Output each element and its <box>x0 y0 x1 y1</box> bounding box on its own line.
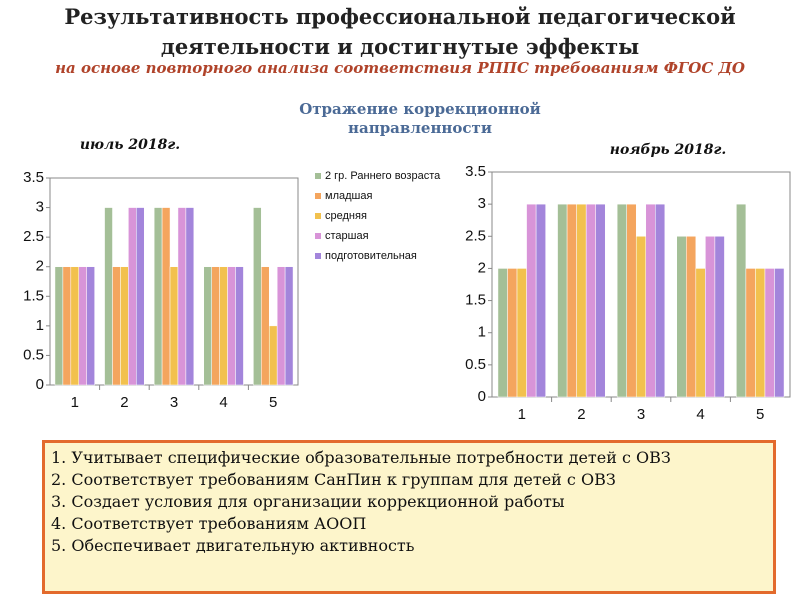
bar <box>261 266 270 386</box>
chart-title: июль 2018г. <box>80 137 180 153</box>
legend-label: младшая <box>325 190 372 202</box>
bar <box>507 268 518 398</box>
legend-label: средняя <box>325 210 367 222</box>
bar <box>86 266 95 386</box>
bar <box>169 266 179 386</box>
bar <box>78 266 87 386</box>
note-item: 5. Обеспечивает двигательную активность <box>51 536 415 555</box>
bar <box>112 266 121 386</box>
y-tick-label: 1.5 <box>465 292 486 309</box>
x-tick-label: 3 <box>170 394 178 411</box>
x-tick-label: 5 <box>269 394 277 411</box>
bar <box>585 203 596 398</box>
bar <box>185 207 195 386</box>
y-tick-label: 2.5 <box>23 228 44 245</box>
bar <box>676 236 687 398</box>
bar <box>128 207 137 386</box>
bar <box>120 266 129 386</box>
bar <box>714 236 725 398</box>
bar <box>177 207 187 386</box>
bar <box>755 268 766 398</box>
bar <box>695 268 706 398</box>
bar <box>686 236 697 398</box>
bar <box>595 203 606 398</box>
chart-title: ноябрь 2018г. <box>610 142 726 158</box>
bar <box>616 203 627 398</box>
bar <box>745 268 756 398</box>
y-tick-label: 0.5 <box>465 356 486 373</box>
y-tick-label: 3 <box>36 199 44 216</box>
bar <box>253 207 262 386</box>
x-tick-label: 5 <box>756 406 764 423</box>
section-title: Отражение коррекционной направленности <box>299 100 541 137</box>
legend-label: подготовительная <box>325 250 417 262</box>
bar <box>211 266 220 386</box>
bar <box>645 203 656 398</box>
x-tick-label: 3 <box>637 406 645 423</box>
bar <box>557 203 568 398</box>
bar <box>535 203 546 398</box>
x-tick-label: 1 <box>71 394 79 411</box>
bar <box>284 266 294 386</box>
bar <box>774 268 785 398</box>
bar <box>235 266 244 386</box>
y-tick-label: 1.5 <box>23 287 44 304</box>
y-tick-label: 0.5 <box>23 346 44 363</box>
slide-title: Результативность профессиональной педаго… <box>64 4 736 59</box>
bar <box>736 203 747 398</box>
notes-box: 1. Учитывает специфические образовательн… <box>42 440 776 594</box>
bar <box>161 207 171 386</box>
bar <box>764 268 775 398</box>
bar <box>635 236 647 398</box>
bar <box>62 266 72 386</box>
bar <box>705 236 716 398</box>
bar <box>626 203 637 398</box>
bar <box>136 207 145 386</box>
note-item: 4. Соответствует требованиям АООП <box>51 514 367 533</box>
y-tick-label: 2 <box>478 259 486 276</box>
bar <box>203 266 212 386</box>
y-tick-label: 0 <box>478 388 486 405</box>
y-tick-label: 1 <box>478 324 486 341</box>
bar <box>54 266 64 386</box>
bar <box>219 266 228 386</box>
x-tick-label: 1 <box>518 406 526 423</box>
legend-swatch <box>315 173 321 179</box>
legend-swatch <box>315 253 321 259</box>
y-tick-label: 2.5 <box>465 227 486 244</box>
charts: июль 2018г. 0 0.5 1 1.5 2 2.5 3 3.5 1 2 3 4 5 2 гр. Ра… <box>23 137 791 423</box>
bar <box>497 268 508 398</box>
subtitle: на основе повторного анализа соответстви… <box>55 59 745 77</box>
x-tick-label: 2 <box>577 406 585 423</box>
legend-label: старшая <box>325 230 369 242</box>
bar <box>655 203 666 398</box>
legend-swatch <box>315 213 321 219</box>
legend-swatch <box>315 233 321 239</box>
bar <box>526 203 537 398</box>
bar <box>268 325 278 386</box>
y-tick-label: 3 <box>478 195 486 212</box>
y-tick-label: 3.5 <box>465 163 486 180</box>
x-tick-label: 4 <box>696 406 704 423</box>
bar <box>566 203 577 398</box>
note-item: 3. Создает условия для организации корре… <box>51 492 565 511</box>
y-tick-label: 2 <box>36 258 44 275</box>
y-tick-label: 1 <box>36 317 44 334</box>
x-tick-label: 2 <box>120 394 128 411</box>
x-tick-label: 4 <box>219 394 227 411</box>
legend-label: 2 гр. Раннего возраста <box>325 170 441 182</box>
y-tick-label: 0 <box>36 376 44 393</box>
bar <box>153 207 163 386</box>
bar <box>70 266 80 386</box>
bar <box>227 266 236 386</box>
note-item: 1. Учитывает специфические образовательн… <box>51 448 671 467</box>
legend-swatch <box>315 193 321 199</box>
bar <box>276 266 286 386</box>
note-item: 2. Соответствует требованиям СанПин к гр… <box>51 470 616 489</box>
bar <box>576 203 587 398</box>
bar <box>104 207 113 386</box>
bar <box>516 268 527 398</box>
y-tick-label: 3.5 <box>23 169 44 186</box>
